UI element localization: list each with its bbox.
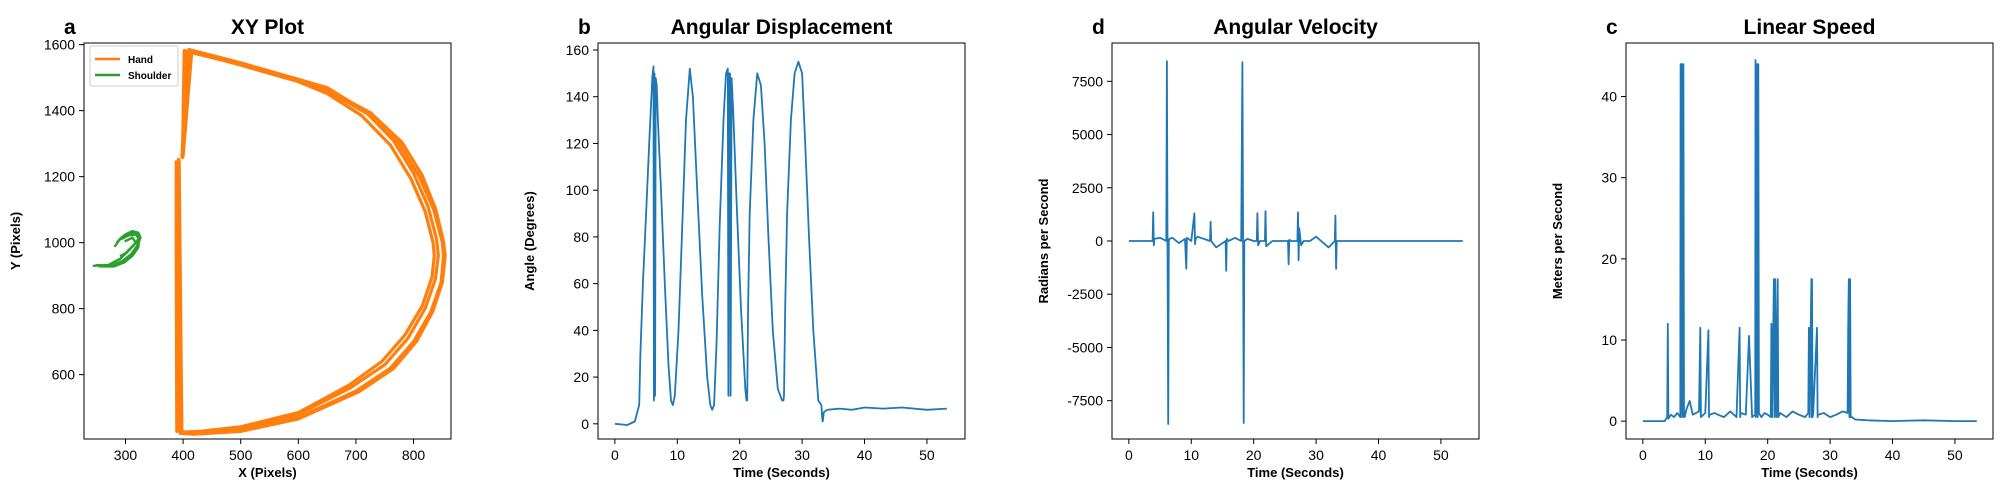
y-tick-label: 140 — [566, 89, 590, 105]
x-tick-label: 700 — [344, 447, 368, 463]
x-tick-label: 10 — [1183, 447, 1199, 463]
chart-panel-c: c Linear Speed 0 10 20 30 40 50 0 10 20 30 40 Time (S… — [1550, 16, 1994, 480]
y-axis-label: Angle (Degrees) — [522, 191, 537, 291]
plot-frame — [1625, 42, 1994, 440]
x-tick-label: 50 — [1433, 447, 1449, 463]
x-tick-label: 30 — [1308, 447, 1324, 463]
y-tick-label: 600 — [52, 367, 76, 383]
plot-frame — [83, 42, 452, 440]
chart-panel-b: b Angular Displacement 0 10 20 30 40 50 0 20 40 60 8… — [522, 16, 966, 480]
chart-title: Angular Displacement — [671, 16, 893, 39]
x-tick-label: 50 — [919, 447, 935, 463]
chart-panel-d: d Angular Velocity 0 10 20 30 40 50 -7500 -5000 -2… — [1036, 16, 1480, 480]
y-tick-label: 0 — [1609, 413, 1617, 429]
y-tick-label: 7500 — [1072, 73, 1103, 89]
x-tick-label: 40 — [1371, 447, 1387, 463]
y-tick-label: 20 — [573, 369, 589, 385]
y-tick-label: 120 — [566, 135, 590, 151]
panel-letter: c — [1606, 16, 1618, 39]
x-axis-label: Time (Seconds) — [1761, 465, 1858, 480]
legend-entry-label: Hand — [128, 55, 153, 66]
y-tick-label: 800 — [52, 301, 76, 317]
panel-letter: d — [1092, 16, 1105, 39]
x-tick-label: 40 — [1885, 447, 1901, 463]
plot-frame — [1111, 42, 1480, 440]
x-tick-label: 20 — [1246, 447, 1262, 463]
y-tick-label: 80 — [573, 229, 589, 245]
x-axis-label: Time (Seconds) — [1247, 465, 1344, 480]
chart-title: Angular Velocity — [1213, 16, 1378, 39]
x-tick-label: 400 — [171, 447, 195, 463]
x-tick-label: 10 — [669, 447, 685, 463]
hand-trajectory-line — [176, 48, 447, 436]
x-tick-label: 20 — [1760, 447, 1776, 463]
panel-letter: b — [578, 16, 591, 39]
shoulder-trajectory-line — [98, 233, 141, 268]
series-line — [614, 60, 947, 426]
x-tick-label: 30 — [1822, 447, 1838, 463]
chart-title: Linear Speed — [1744, 16, 1876, 39]
y-tick-label: 0 — [581, 416, 589, 432]
y-tick-label: 5000 — [1072, 127, 1103, 143]
y-tick-label: 1400 — [44, 103, 75, 119]
y-tick-label: 160 — [566, 42, 590, 58]
y-tick-label: 1600 — [44, 37, 75, 53]
chart-panel-a: a XY Plot 300 400 500 600 700 800 600 800 1000 1200… — [8, 16, 452, 480]
x-tick-label: 10 — [1697, 447, 1713, 463]
legend-entry-label: Shoulder — [128, 71, 171, 82]
chart-title: XY Plot — [231, 16, 304, 39]
shoulder-trajectory-line — [119, 236, 138, 258]
y-tick-label: -7500 — [1067, 393, 1103, 409]
y-tick-label: 0 — [1095, 233, 1103, 249]
x-tick-label: 600 — [287, 447, 311, 463]
x-axis-label: X (Pixels) — [238, 465, 297, 480]
x-axis-label: Time (Seconds) — [733, 465, 830, 480]
plot-frame — [597, 42, 966, 440]
y-tick-label: 1200 — [44, 169, 75, 185]
y-tick-label: 2500 — [1072, 180, 1103, 196]
series-line — [1128, 60, 1463, 426]
y-tick-label: 40 — [1601, 89, 1617, 105]
hand-trajectory-line — [174, 158, 181, 433]
y-tick-label: -2500 — [1067, 286, 1103, 302]
x-tick-label: 50 — [1947, 447, 1963, 463]
hand-trajectory-line — [176, 47, 440, 434]
y-tick-label: 30 — [1601, 170, 1617, 186]
y-tick-label: 10 — [1601, 332, 1617, 348]
y-axis-label: Meters per Second — [1550, 183, 1565, 299]
hand-trajectory-line — [176, 49, 446, 436]
y-tick-label: 100 — [566, 182, 590, 198]
x-tick-label: 30 — [794, 447, 810, 463]
y-tick-label: 40 — [573, 322, 589, 338]
x-tick-label: 300 — [114, 447, 138, 463]
y-tick-label: -5000 — [1067, 339, 1103, 355]
y-tick-label: 20 — [1601, 251, 1617, 267]
legend: Hand Shoulder — [89, 45, 179, 87]
y-tick-label: 60 — [573, 276, 589, 292]
x-tick-label: 0 — [1125, 447, 1133, 463]
shoulder-trajectory-line — [92, 229, 142, 267]
x-tick-label: 20 — [732, 447, 748, 463]
x-tick-label: 800 — [402, 447, 426, 463]
y-axis-label: Y (Pixels) — [8, 212, 23, 270]
x-tick-label: 40 — [857, 447, 873, 463]
x-tick-label: 0 — [1639, 447, 1647, 463]
hand-trajectory-line — [177, 50, 436, 434]
x-tick-label: 0 — [611, 447, 619, 463]
panel-letter: a — [64, 16, 76, 39]
series-line — [1642, 59, 1977, 423]
y-tick-label: 1000 — [44, 235, 75, 251]
y-axis-label: Radians per Second — [1036, 178, 1051, 303]
x-tick-label: 500 — [229, 447, 253, 463]
